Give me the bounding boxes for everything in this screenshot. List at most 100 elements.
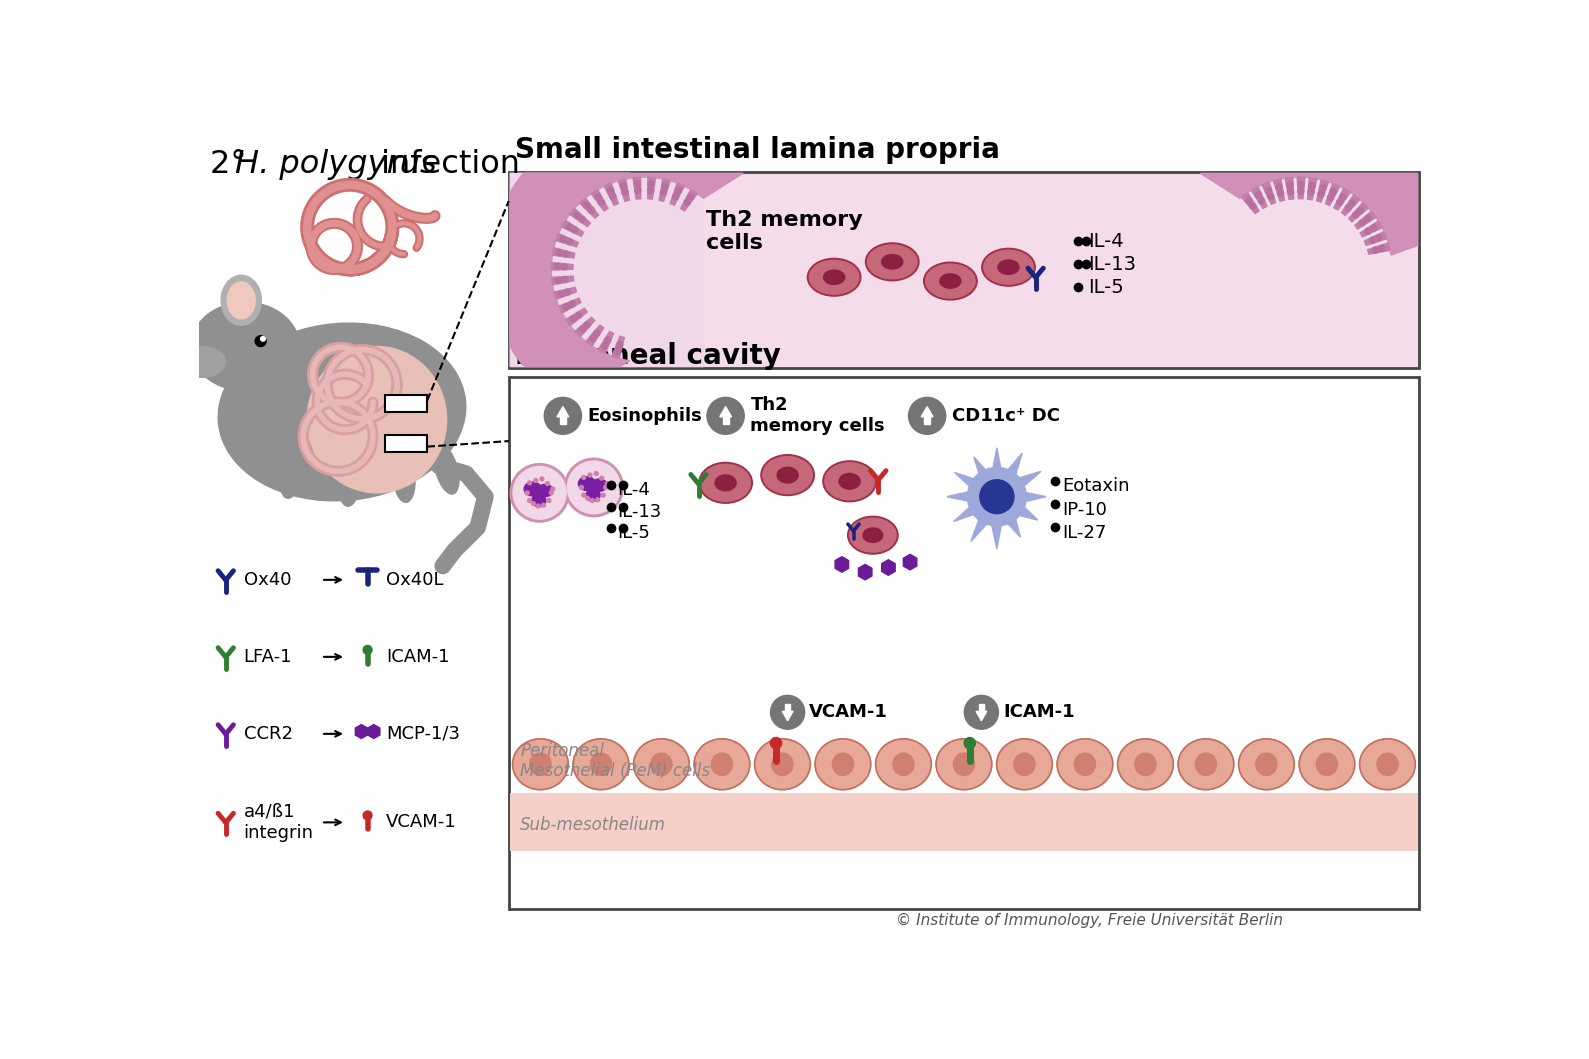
Ellipse shape: [939, 274, 961, 288]
Circle shape: [570, 316, 577, 322]
Ellipse shape: [763, 456, 812, 493]
FancyBboxPatch shape: [508, 172, 1419, 369]
Circle shape: [594, 330, 599, 337]
Polygon shape: [882, 560, 895, 575]
Polygon shape: [1308, 178, 1317, 200]
Ellipse shape: [434, 446, 459, 495]
Ellipse shape: [532, 495, 547, 506]
Text: IP-10: IP-10: [1063, 501, 1108, 519]
Ellipse shape: [651, 753, 672, 775]
Polygon shape: [618, 179, 629, 201]
Ellipse shape: [712, 753, 733, 775]
Circle shape: [583, 202, 590, 209]
FancyBboxPatch shape: [508, 377, 1419, 909]
Circle shape: [555, 277, 561, 284]
Text: Th2
memory cells: Th2 memory cells: [750, 396, 885, 435]
Circle shape: [688, 194, 694, 200]
Polygon shape: [612, 336, 624, 359]
Circle shape: [588, 208, 594, 213]
Text: Peritoneal
Mesothelial (PeM) cells: Peritoneal Mesothelial (PeM) cells: [520, 741, 710, 780]
Polygon shape: [836, 557, 849, 572]
Circle shape: [965, 696, 998, 730]
Polygon shape: [1365, 232, 1387, 246]
Circle shape: [620, 183, 626, 190]
Ellipse shape: [893, 753, 914, 775]
Polygon shape: [558, 407, 569, 417]
Text: Ox40L: Ox40L: [386, 571, 443, 589]
Circle shape: [604, 485, 607, 489]
Circle shape: [683, 199, 690, 205]
Circle shape: [545, 482, 550, 485]
Circle shape: [590, 336, 596, 342]
FancyBboxPatch shape: [510, 793, 1417, 850]
Circle shape: [1352, 212, 1359, 218]
Polygon shape: [551, 276, 574, 285]
Text: Small intestinal lamina propria: Small intestinal lamina propria: [515, 136, 999, 164]
Polygon shape: [1333, 189, 1351, 210]
Ellipse shape: [1057, 739, 1112, 790]
Polygon shape: [580, 198, 599, 218]
Polygon shape: [648, 177, 656, 199]
Circle shape: [563, 304, 569, 310]
Circle shape: [561, 236, 566, 243]
Circle shape: [672, 194, 679, 199]
Circle shape: [1258, 198, 1265, 203]
Circle shape: [583, 322, 590, 328]
Ellipse shape: [1117, 739, 1173, 790]
Circle shape: [588, 473, 593, 477]
Ellipse shape: [701, 464, 750, 501]
Polygon shape: [1317, 180, 1328, 202]
Polygon shape: [566, 308, 588, 326]
Circle shape: [1320, 185, 1325, 191]
Ellipse shape: [218, 323, 466, 501]
Circle shape: [364, 646, 372, 654]
Circle shape: [1249, 203, 1255, 210]
Circle shape: [1379, 246, 1386, 251]
Polygon shape: [922, 407, 933, 417]
Ellipse shape: [772, 753, 793, 775]
Ellipse shape: [221, 275, 262, 325]
Polygon shape: [1368, 243, 1390, 254]
Circle shape: [594, 194, 601, 200]
Ellipse shape: [1360, 739, 1416, 790]
Text: Sub-mesothelium: Sub-mesothelium: [520, 815, 666, 833]
Ellipse shape: [882, 254, 903, 269]
Text: Th2 memory
cells: Th2 memory cells: [706, 211, 863, 253]
Polygon shape: [1273, 179, 1284, 201]
Circle shape: [1278, 191, 1284, 197]
Polygon shape: [785, 704, 790, 712]
Circle shape: [909, 397, 945, 434]
Ellipse shape: [807, 258, 861, 297]
Text: CD11c⁺ DC: CD11c⁺ DC: [952, 407, 1060, 425]
Text: VCAM-1: VCAM-1: [809, 703, 888, 721]
Ellipse shape: [984, 250, 1033, 284]
Polygon shape: [904, 555, 917, 570]
Polygon shape: [1251, 186, 1266, 209]
Text: MCP-1/3: MCP-1/3: [386, 724, 461, 742]
Circle shape: [580, 485, 583, 489]
Circle shape: [968, 467, 1026, 526]
Circle shape: [604, 337, 610, 343]
Circle shape: [980, 480, 1014, 514]
Circle shape: [556, 250, 563, 256]
Ellipse shape: [280, 449, 303, 499]
Circle shape: [551, 487, 555, 491]
Ellipse shape: [1195, 753, 1217, 775]
Text: infection: infection: [370, 148, 520, 180]
Text: IL-13: IL-13: [1088, 254, 1136, 273]
Circle shape: [1268, 194, 1274, 199]
Ellipse shape: [1378, 753, 1398, 775]
Ellipse shape: [574, 739, 629, 790]
Circle shape: [610, 194, 617, 199]
Circle shape: [1246, 198, 1252, 204]
Circle shape: [564, 289, 570, 295]
Circle shape: [1276, 184, 1282, 191]
Text: 2°: 2°: [210, 148, 257, 180]
Polygon shape: [976, 712, 987, 721]
Circle shape: [663, 183, 667, 190]
Circle shape: [1340, 194, 1346, 200]
Ellipse shape: [823, 270, 845, 285]
Polygon shape: [782, 712, 793, 721]
Polygon shape: [597, 331, 613, 354]
Ellipse shape: [1255, 753, 1278, 775]
